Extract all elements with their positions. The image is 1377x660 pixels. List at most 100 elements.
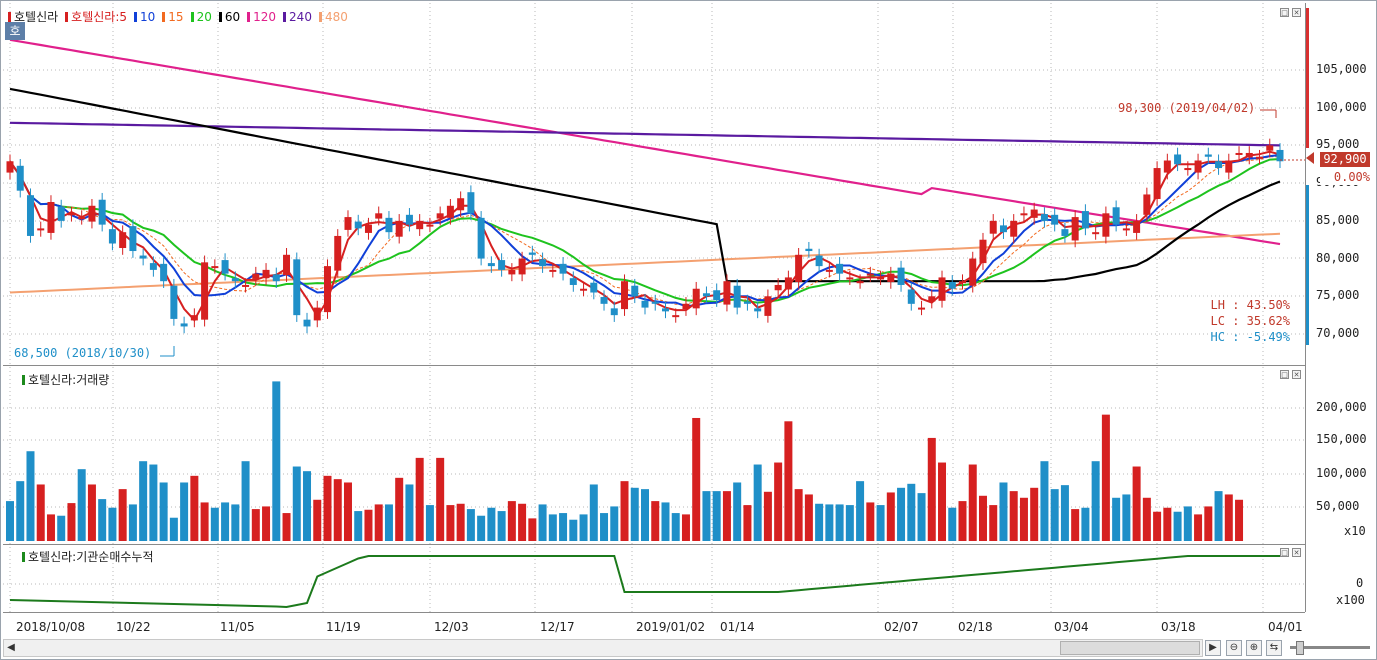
candle-body xyxy=(1174,154,1182,165)
volume-bar xyxy=(794,489,803,541)
candle-body xyxy=(67,213,75,216)
change-pct-badge: 0.00% xyxy=(1320,170,1370,185)
volume-bar xyxy=(446,505,455,541)
zoom-slider-handle[interactable] xyxy=(1296,641,1304,655)
y-tick-label: 75,000 xyxy=(1316,288,1360,302)
horizontal-scrollbar[interactable] xyxy=(3,639,1203,657)
volume-bar xyxy=(1060,485,1069,541)
price-legend: 호텔신라 호텔신라:5 10 15 20 60 120 240 480 xyxy=(8,8,348,25)
volume-bar xyxy=(303,471,312,541)
x-tick-label: 01/14 xyxy=(720,620,755,634)
volume-pane-close-button[interactable]: ✕ xyxy=(1292,370,1301,379)
candle-body xyxy=(590,282,598,293)
legend-ma60[interactable]: 60 xyxy=(224,9,241,24)
volume-bar xyxy=(579,514,588,541)
candle-body xyxy=(918,307,926,310)
candle-body xyxy=(78,217,86,220)
candle-body xyxy=(354,221,362,229)
symbol-tag[interactable]: 호 xyxy=(5,22,25,40)
volume-bar xyxy=(1091,461,1100,541)
candle-body xyxy=(549,269,557,272)
candle-body xyxy=(692,288,700,309)
zoom-in-icon[interactable]: ⊕ xyxy=(1246,640,1262,656)
volume-bar xyxy=(1153,511,1162,541)
legend-swatch xyxy=(134,11,138,22)
candle-body xyxy=(160,263,168,282)
candle-body xyxy=(1143,194,1151,215)
legend-title[interactable]: 호텔신라 xyxy=(14,10,59,24)
ma20-line xyxy=(9,158,1281,304)
candle-body xyxy=(180,323,188,327)
candle-body xyxy=(364,224,372,233)
y-tick-label: 95,000 xyxy=(1316,137,1360,151)
institution-title[interactable]: 호텔신라:기관순매수누적 xyxy=(28,550,154,564)
candle-body xyxy=(784,277,792,290)
legend-ma120[interactable]: 120 xyxy=(253,9,277,24)
scrollbar-thumb[interactable] xyxy=(1060,641,1200,655)
volume-bar xyxy=(712,491,721,541)
legend-ma480[interactable]: 480 xyxy=(324,9,348,24)
candle-body xyxy=(37,228,45,231)
reset-zoom-icon[interactable]: ⇆ xyxy=(1266,640,1282,656)
volume-bar xyxy=(87,484,96,541)
zoom-out-icon[interactable]: ⊖ xyxy=(1226,640,1242,656)
volume-bar xyxy=(67,503,76,541)
candle-body xyxy=(98,199,106,225)
candle-body xyxy=(836,263,844,274)
volume-bar xyxy=(641,489,649,541)
volume-bar xyxy=(784,421,793,541)
right-blue-range-bar xyxy=(1306,185,1309,345)
institution-pane-minimize-button[interactable]: □ xyxy=(1280,548,1289,557)
candle-body xyxy=(1184,168,1192,171)
zoom-slider[interactable] xyxy=(1290,646,1370,649)
volume-pane-minimize-button[interactable]: □ xyxy=(1280,370,1289,379)
right-axis-border xyxy=(1305,3,1306,612)
scroll-left-arrow-icon[interactable]: ◀ xyxy=(7,642,15,653)
volume-bar xyxy=(856,481,865,541)
candle-body xyxy=(1010,220,1018,237)
volume-title[interactable]: 호텔신라:거래량 xyxy=(28,373,110,387)
y-tick-label: 100,000 xyxy=(1316,100,1367,114)
legend-ma15[interactable]: 15 xyxy=(168,9,184,24)
volume-bar xyxy=(702,491,711,541)
volume-bar xyxy=(16,481,25,541)
candle-body xyxy=(416,220,424,230)
legend-swatch xyxy=(22,374,25,385)
candle-body xyxy=(1163,160,1171,173)
candle-body xyxy=(139,255,147,259)
candle-body xyxy=(928,296,936,302)
legend-ma10[interactable]: 10 xyxy=(140,9,156,24)
scroll-right-arrow-icon[interactable]: ▶ xyxy=(1205,640,1221,656)
volume-bar xyxy=(1122,494,1131,541)
candle-body xyxy=(1215,161,1223,169)
volume-bar xyxy=(364,509,373,541)
legend-swatch xyxy=(247,11,251,22)
candle-body xyxy=(1256,156,1264,159)
candle-body xyxy=(1051,214,1059,225)
candle-body xyxy=(938,277,946,301)
candle-body xyxy=(16,165,24,191)
legend-ma240[interactable]: 240 xyxy=(289,9,312,24)
legend-ma5[interactable]: 호텔신라:5 xyxy=(71,10,128,24)
legend-swatch xyxy=(283,11,287,22)
legend-ma20[interactable]: 20 xyxy=(196,9,212,24)
volume-bar xyxy=(886,492,895,541)
price-pane-minimize-button[interactable]: □ xyxy=(1280,8,1289,17)
volume-tick-label: 150,000 xyxy=(1316,432,1367,446)
candle-body xyxy=(170,285,178,319)
volume-bar xyxy=(1163,507,1172,541)
price-pane-close-button[interactable]: ✕ xyxy=(1292,8,1301,17)
volume-bar xyxy=(538,504,547,541)
institution-pane-close-button[interactable]: ✕ xyxy=(1292,548,1301,557)
candle-body xyxy=(119,232,127,249)
volume-bar xyxy=(221,502,230,541)
volume-bar xyxy=(159,482,168,541)
candle-body xyxy=(518,258,526,275)
volume-bar xyxy=(1183,506,1192,541)
volume-bar xyxy=(98,499,107,541)
legend-swatch xyxy=(162,11,166,22)
candle-body xyxy=(395,220,403,237)
volume-bar xyxy=(292,466,301,541)
candle-body xyxy=(815,255,823,267)
